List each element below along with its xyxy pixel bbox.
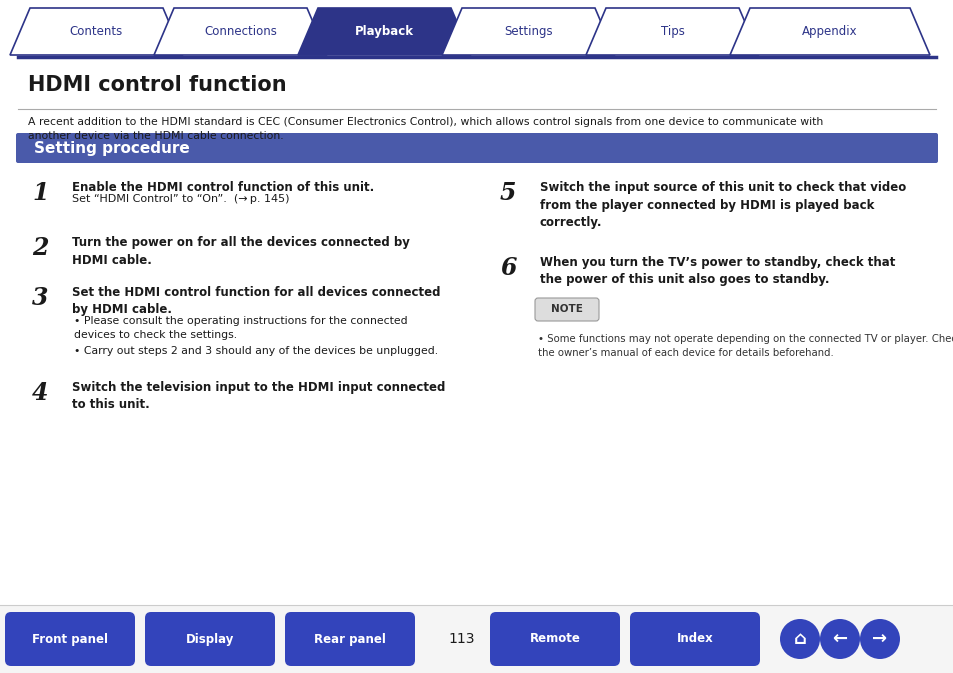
Circle shape bbox=[859, 619, 899, 659]
FancyBboxPatch shape bbox=[490, 612, 619, 666]
Text: Set the HDMI control function for all devices connected
by HDMI cable.: Set the HDMI control function for all de… bbox=[71, 286, 440, 316]
Polygon shape bbox=[585, 8, 759, 55]
Text: • Carry out steps 2 and 3 should any of the devices be unplugged.: • Carry out steps 2 and 3 should any of … bbox=[74, 346, 437, 356]
FancyBboxPatch shape bbox=[16, 133, 937, 163]
Text: Index: Index bbox=[676, 633, 713, 645]
Text: Setting procedure: Setting procedure bbox=[34, 141, 190, 155]
Text: • Some functions may not operate depending on the connected TV or player. Check
: • Some functions may not operate dependi… bbox=[537, 334, 953, 357]
Text: →: → bbox=[872, 630, 886, 648]
Text: NOTE: NOTE bbox=[551, 304, 582, 314]
Text: Switch the television input to the HDMI input connected
to this unit.: Switch the television input to the HDMI … bbox=[71, 381, 445, 411]
Polygon shape bbox=[10, 8, 183, 55]
Text: 1: 1 bbox=[32, 181, 49, 205]
FancyBboxPatch shape bbox=[285, 612, 415, 666]
Text: 4: 4 bbox=[32, 381, 49, 405]
Text: 3: 3 bbox=[32, 286, 49, 310]
Circle shape bbox=[820, 619, 859, 659]
Polygon shape bbox=[441, 8, 615, 55]
Circle shape bbox=[780, 619, 820, 659]
Text: Remote: Remote bbox=[529, 633, 579, 645]
Text: Appendix: Appendix bbox=[801, 25, 857, 38]
Polygon shape bbox=[729, 8, 929, 55]
Text: 5: 5 bbox=[499, 181, 516, 205]
Text: Settings: Settings bbox=[503, 25, 552, 38]
Text: 6: 6 bbox=[499, 256, 516, 280]
Text: Switch the input source of this unit to check that video
from the player connect: Switch the input source of this unit to … bbox=[539, 181, 905, 229]
Text: Front panel: Front panel bbox=[32, 633, 108, 645]
Text: HDMI control function: HDMI control function bbox=[28, 75, 286, 95]
FancyBboxPatch shape bbox=[0, 605, 953, 673]
Text: Tips: Tips bbox=[659, 25, 683, 38]
FancyBboxPatch shape bbox=[535, 298, 598, 321]
Text: A recent addition to the HDMI standard is CEC (Consumer Electronics Control), wh: A recent addition to the HDMI standard i… bbox=[28, 117, 822, 141]
Text: 113: 113 bbox=[448, 632, 475, 646]
FancyBboxPatch shape bbox=[145, 612, 274, 666]
Text: Rear panel: Rear panel bbox=[314, 633, 386, 645]
Text: Playback: Playback bbox=[355, 25, 414, 38]
Text: Display: Display bbox=[186, 633, 233, 645]
Text: • Please consult the operating instructions for the connected
devices to check t: • Please consult the operating instructi… bbox=[74, 316, 407, 340]
FancyBboxPatch shape bbox=[629, 612, 760, 666]
Polygon shape bbox=[297, 8, 471, 55]
Text: Turn the power on for all the devices connected by
HDMI cable.: Turn the power on for all the devices co… bbox=[71, 236, 410, 267]
Text: Set “HDMI Control” to “On”.  (→ p. 145): Set “HDMI Control” to “On”. (→ p. 145) bbox=[71, 194, 289, 204]
Polygon shape bbox=[153, 8, 327, 55]
FancyBboxPatch shape bbox=[5, 612, 135, 666]
Text: Enable the HDMI control function of this unit.: Enable the HDMI control function of this… bbox=[71, 181, 374, 194]
Text: ←: ← bbox=[832, 630, 846, 648]
Text: Connections: Connections bbox=[204, 25, 276, 38]
Text: 2: 2 bbox=[32, 236, 49, 260]
Text: ⌂: ⌂ bbox=[793, 630, 805, 648]
Text: Contents: Contents bbox=[70, 25, 123, 38]
Text: When you turn the TV’s power to standby, check that
the power of this unit also : When you turn the TV’s power to standby,… bbox=[539, 256, 895, 287]
